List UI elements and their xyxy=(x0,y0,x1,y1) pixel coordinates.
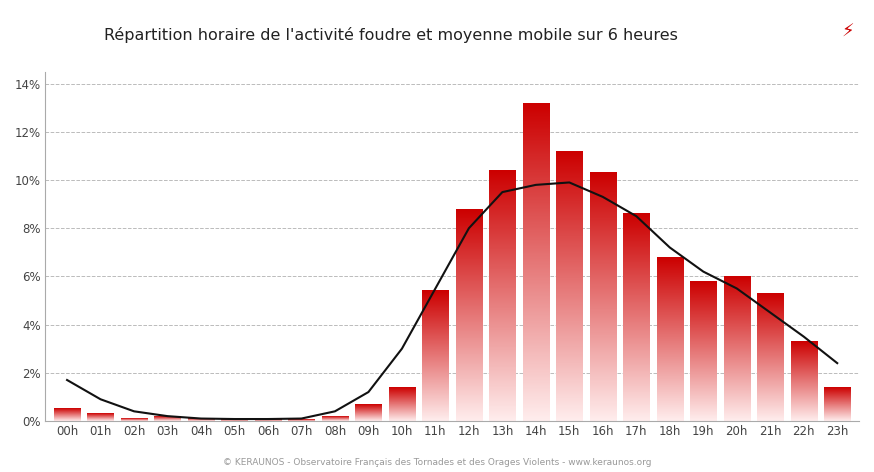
Text: ⚡: ⚡ xyxy=(842,23,854,41)
Text: Répartition horaire de l'activité foudre et moyenne mobile sur 6 heures: Répartition horaire de l'activité foudre… xyxy=(104,27,678,43)
Text: © KERAUNOS - Observatoire Français des Tornades et des Orages Violents - www.ker: © KERAUNOS - Observatoire Français des T… xyxy=(223,458,651,467)
